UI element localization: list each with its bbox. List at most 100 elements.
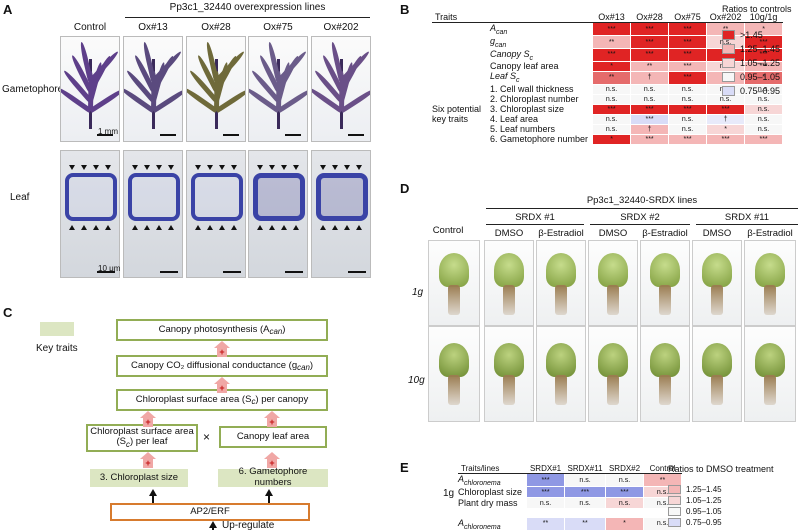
black-arrow-1 bbox=[149, 489, 157, 496]
srdx-trait-row: Chloroplast size *** *** *** n.s. bbox=[458, 486, 683, 499]
moss-plant bbox=[594, 253, 632, 323]
significance-cell: ** bbox=[592, 70, 632, 85]
group-spacer bbox=[432, 61, 490, 71]
significance-cell: n.s. bbox=[744, 113, 784, 125]
e-legend-swatch bbox=[668, 518, 681, 527]
trait-name: Canopy leaf area bbox=[490, 61, 593, 71]
trait-name-main: 6. Gametophore number bbox=[490, 134, 589, 145]
surface-canopy-text: Chloroplast surface area (S bbox=[135, 393, 252, 405]
arrowhead-icon bbox=[281, 225, 287, 230]
arrowhead-icon bbox=[144, 165, 150, 170]
col-label-ox13: Ox#13 bbox=[138, 22, 168, 33]
arrowhead-icon bbox=[320, 165, 326, 170]
significance-cell: n.s. bbox=[592, 93, 632, 105]
moss-plant bbox=[646, 343, 684, 413]
group-srdx1-line bbox=[486, 224, 584, 225]
significance-cell: *** bbox=[630, 21, 670, 37]
moss-rhizoids bbox=[607, 285, 619, 315]
ox75-header: Ox#75 bbox=[668, 12, 707, 23]
plus-arrow-icon: + bbox=[214, 377, 230, 393]
moss-leaves bbox=[546, 253, 576, 287]
significance-cell: *** bbox=[592, 21, 632, 37]
srdx-significance-cell: n.s. bbox=[605, 497, 645, 514]
group-spacer bbox=[432, 23, 490, 36]
srdx-trait-row: Achloronema *** n.s. n.s. ** bbox=[458, 472, 683, 488]
arrowhead-icon bbox=[219, 225, 225, 230]
moss-plant bbox=[751, 343, 789, 413]
significance-cell: *** bbox=[668, 60, 708, 72]
group-srdx2-line bbox=[590, 224, 690, 225]
trait-name-main: Canopy leaf area bbox=[490, 61, 559, 72]
arrow-head bbox=[214, 341, 230, 348]
moss-leaves bbox=[702, 343, 732, 377]
traits-heatmap-table: Traits Ox#13 Ox#28 Ox#75 Ox#202 10g/1g A… bbox=[432, 12, 784, 145]
leaf-cell-photo bbox=[311, 150, 371, 278]
arrowhead-icon bbox=[320, 225, 326, 230]
traits-lines-header: Traits/lines bbox=[458, 464, 527, 474]
arrowhead-icon bbox=[293, 225, 299, 230]
significance-cell: * bbox=[592, 133, 632, 145]
srdx-significance-cell: *** bbox=[526, 486, 566, 499]
srdx-trait-main: Plant dry mass bbox=[458, 497, 518, 508]
moss-leaves bbox=[650, 343, 680, 377]
significance-cell: *** bbox=[668, 103, 708, 115]
arrowhead-icon bbox=[168, 165, 174, 170]
srdx2-estradiol: β-Estradiol bbox=[642, 228, 688, 239]
panel-a-letter: A bbox=[3, 2, 13, 17]
significance-cell: *** bbox=[668, 21, 708, 37]
arrowhead-icon bbox=[156, 165, 162, 170]
srdx-trait-name: Achloronema bbox=[458, 513, 527, 531]
legend-swatch bbox=[722, 30, 735, 40]
group-srdx11: SRDX #11 bbox=[724, 212, 770, 223]
significance-cell: * bbox=[744, 21, 784, 37]
canopy-photosynthesis-text: Canopy photosynthesis (A bbox=[158, 323, 270, 335]
srdx-header-line bbox=[486, 208, 798, 209]
scale-bar bbox=[223, 134, 239, 136]
plus-sign: + bbox=[217, 384, 227, 393]
significance-cell: *** bbox=[706, 103, 746, 115]
srdx11-header: SRDX#11 bbox=[564, 464, 606, 474]
cell-wall bbox=[128, 173, 180, 221]
row-label-gametophore: Gametophore bbox=[2, 84, 64, 95]
plus-sign: + bbox=[143, 459, 153, 468]
plant-leaf bbox=[339, 50, 370, 83]
key-traits-label: Key traits bbox=[36, 343, 78, 354]
panel-b-letter: B bbox=[400, 2, 410, 17]
srdx11-estradiol: β-Estradiol bbox=[747, 228, 793, 239]
arrowhead-icon bbox=[269, 165, 275, 170]
black-stem-2 bbox=[268, 495, 270, 503]
srdx1-header: SRDX#1 bbox=[526, 464, 565, 474]
moss-rhizoids bbox=[555, 375, 567, 405]
trait-name: Canopy Sc bbox=[490, 49, 593, 62]
plus-sign: + bbox=[143, 418, 153, 427]
moss-rhizoids bbox=[764, 285, 776, 315]
srdx1-estradiol: β-Estradiol bbox=[538, 228, 584, 239]
moss-plant bbox=[490, 343, 528, 413]
plant-leaf bbox=[151, 50, 182, 83]
moss-plant bbox=[594, 343, 632, 413]
moss-rhizoids bbox=[659, 285, 671, 315]
chloroplast-size-key-box: 3. Chloroplast size bbox=[90, 469, 188, 487]
moss-photo bbox=[484, 240, 534, 326]
scale-bar bbox=[160, 271, 178, 273]
group-spacer bbox=[432, 36, 490, 49]
traits-header: Traits bbox=[432, 12, 593, 23]
significance-cell: *** bbox=[592, 48, 632, 62]
srdx2-dmso: DMSO bbox=[598, 228, 628, 239]
moss-photo bbox=[640, 240, 690, 326]
plus-sign: + bbox=[217, 348, 227, 357]
significance-cell: *** bbox=[668, 70, 708, 85]
panel-e-letter: E bbox=[400, 460, 409, 475]
significance-cell: * bbox=[706, 123, 746, 135]
panel-a-header-line bbox=[125, 17, 370, 18]
moss-photo bbox=[640, 326, 690, 422]
significance-cell: *** bbox=[744, 48, 784, 62]
srdx-trait-main: A bbox=[458, 517, 465, 528]
moss-rhizoids bbox=[555, 285, 567, 315]
scale-bar bbox=[348, 271, 366, 273]
moss-leaves bbox=[598, 343, 628, 377]
group-srdx2: SRDX #2 bbox=[620, 212, 660, 223]
surface-canopy-sub: c bbox=[251, 396, 256, 406]
moss-leaves bbox=[494, 253, 524, 287]
plant-leaf bbox=[88, 50, 119, 83]
